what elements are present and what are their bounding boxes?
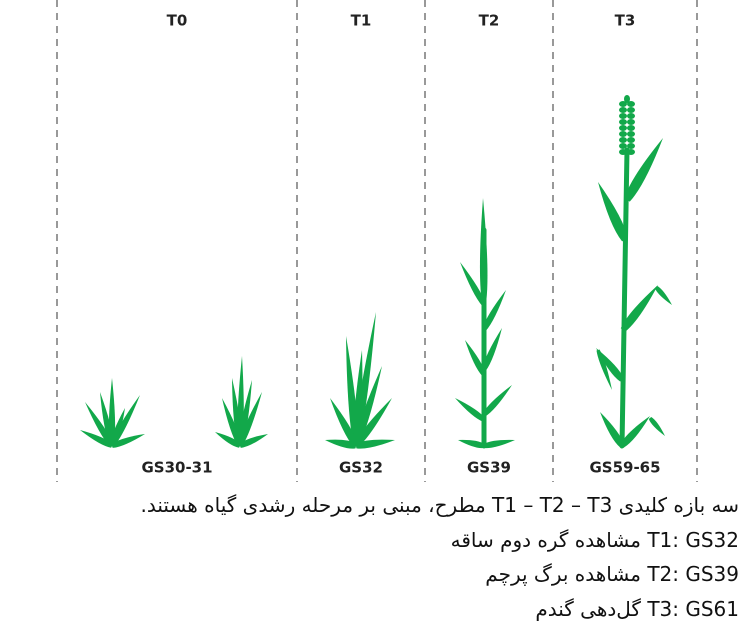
leaf xyxy=(483,385,512,416)
plants xyxy=(80,95,672,449)
grain xyxy=(627,113,635,119)
stage-label: GS59-65 xyxy=(589,459,660,477)
note-line: T3: GS61 گل‌دهی گندم xyxy=(4,592,739,627)
note-line: T1: GS32 مشاهده گره دوم ساقه xyxy=(4,523,739,558)
grain xyxy=(619,137,627,143)
grain xyxy=(627,137,635,143)
leaf xyxy=(455,398,485,422)
grain xyxy=(619,113,627,119)
grain xyxy=(624,95,630,103)
leaf xyxy=(649,417,665,436)
grain xyxy=(619,119,627,125)
grain xyxy=(627,119,635,125)
column-label: T1 xyxy=(351,12,372,30)
grain xyxy=(627,125,635,131)
grain xyxy=(627,131,635,137)
grain xyxy=(619,131,627,137)
leaf xyxy=(480,198,488,300)
column-label: T0 xyxy=(167,12,188,30)
grain xyxy=(627,143,635,149)
notes: سه بازه کلیدی T1 – T2 – T3 مطرح، مبنی بر… xyxy=(4,488,739,626)
stage-label: GS32 xyxy=(339,459,383,477)
grain xyxy=(627,149,635,155)
stage-diagram: T0 T1 T2 T3 GS30-31 GS32 GS39 GS59-65 xyxy=(0,0,747,485)
leaf xyxy=(655,286,672,305)
grain xyxy=(619,149,627,155)
leaf xyxy=(458,440,484,448)
separators xyxy=(57,0,697,482)
leaf xyxy=(484,440,515,448)
grain xyxy=(619,125,627,131)
grain xyxy=(619,107,627,113)
stage-label: GS39 xyxy=(467,459,511,477)
page: {"columns": [ {"label": "T0", "stage": "… xyxy=(0,0,747,633)
grain xyxy=(619,143,627,149)
column-label: T2 xyxy=(479,12,500,30)
stage-label: GS30-31 xyxy=(141,459,212,477)
grain xyxy=(627,107,635,113)
leaf xyxy=(598,182,628,241)
column-label: T3 xyxy=(615,12,636,30)
note-line: سه بازه کلیدی T1 – T2 – T3 مطرح، مبنی بر… xyxy=(4,488,739,523)
note-line: T2: GS39 مشاهده برگ پرچم xyxy=(4,557,739,592)
